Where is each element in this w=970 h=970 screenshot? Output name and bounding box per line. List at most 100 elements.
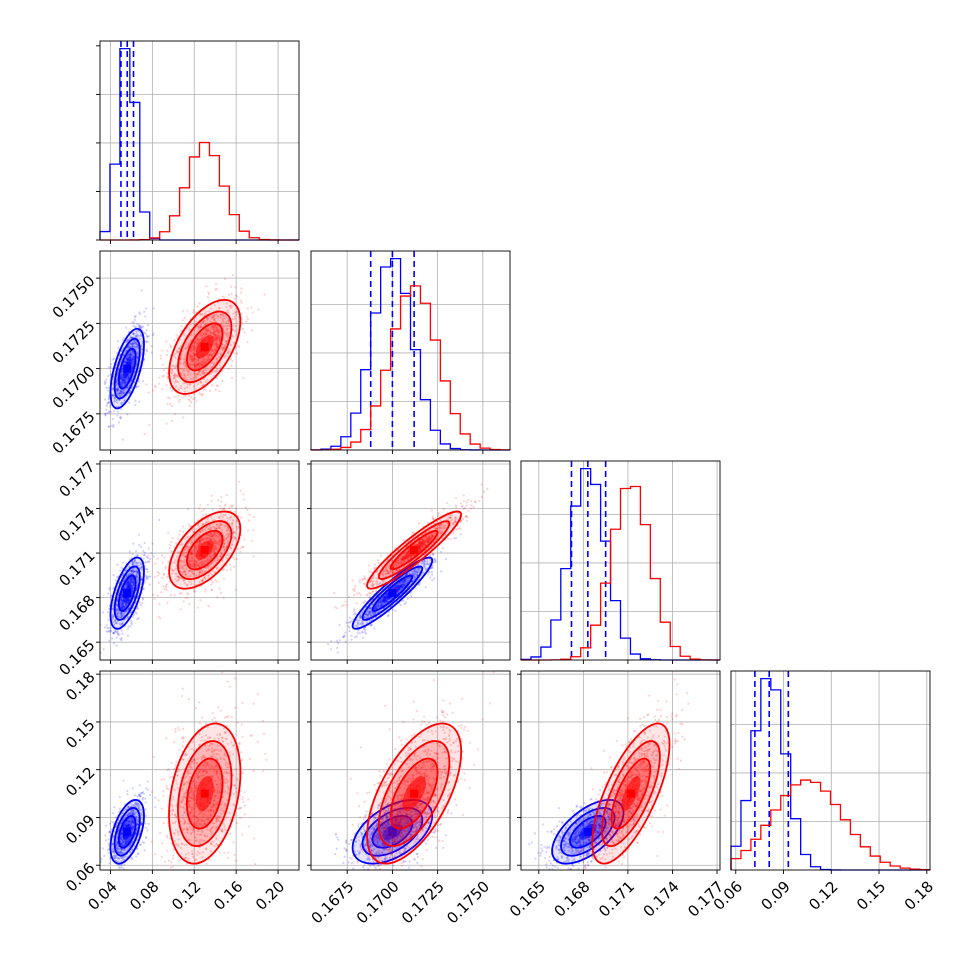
sample-point [217, 527, 220, 530]
sample-point [234, 536, 237, 539]
sample-point [219, 366, 222, 370]
sample-point [120, 605, 123, 608]
sample-point [115, 387, 118, 390]
sample-point [245, 315, 248, 318]
sample-point [179, 372, 183, 375]
sample-point [108, 588, 111, 591]
sample-point [164, 565, 167, 568]
sample-point [176, 374, 179, 377]
sample-point [182, 600, 185, 603]
sample-point [381, 579, 384, 582]
sample-point [132, 355, 135, 358]
sample-point [219, 523, 222, 527]
sample-point [196, 606, 200, 609]
sample-point [205, 310, 208, 313]
sample-point [439, 525, 443, 528]
sample-point [422, 561, 426, 564]
sample-point [207, 355, 210, 358]
sample-point [226, 325, 230, 328]
sample-point [422, 559, 426, 562]
sample-point [121, 602, 125, 605]
sample-point [126, 581, 129, 584]
sample-point [227, 553, 230, 556]
sample-point [143, 541, 146, 545]
sample-point [215, 338, 218, 341]
sample-point [161, 577, 164, 580]
sample-point [370, 624, 373, 627]
sample-point [179, 559, 182, 563]
sample-point [237, 525, 240, 528]
sample-point [140, 578, 143, 581]
sample-point [223, 548, 227, 551]
sample-point [120, 598, 123, 602]
sample-point [345, 621, 348, 624]
sample-point [369, 607, 373, 610]
sample-point [230, 522, 234, 525]
sample-point [122, 391, 125, 394]
sample-point [348, 630, 351, 633]
sample-point [189, 356, 192, 360]
sample-point [120, 593, 124, 596]
sample-point [374, 611, 377, 615]
sample-point [140, 566, 143, 569]
sample-point [193, 521, 196, 524]
sample-point [170, 368, 174, 371]
sample-point [207, 291, 210, 294]
sample-point [372, 612, 375, 616]
sample-point [406, 576, 409, 580]
sample-point [370, 623, 373, 627]
sample-point [316, 665, 318, 667]
sample-point [190, 357, 193, 360]
sample-point [127, 353, 130, 356]
sample-point [116, 387, 119, 391]
sample-point [208, 310, 211, 313]
sample-point [198, 313, 202, 316]
sample-point [183, 372, 186, 375]
sample-point [417, 567, 420, 570]
sample-point [203, 371, 206, 375]
sample-point [126, 583, 129, 586]
sample-point [188, 394, 191, 398]
sample-point [336, 651, 340, 654]
sample-point [128, 550, 131, 553]
sample-point [110, 637, 114, 640]
sample-point [369, 623, 372, 627]
sample-point [201, 360, 204, 363]
sample-point [220, 500, 223, 503]
y-tick-label: 0.168 [55, 591, 98, 634]
sample-point [197, 370, 201, 373]
sample-point [371, 611, 374, 614]
sample-point [228, 506, 231, 509]
sample-point [197, 564, 200, 568]
sample-point [433, 557, 436, 560]
sample-point [215, 548, 218, 551]
sample-point [173, 381, 176, 384]
sample-point [135, 574, 138, 577]
sample-point [213, 315, 216, 318]
sample-point [107, 618, 110, 621]
sample-point [121, 603, 124, 606]
sample-point [213, 326, 216, 329]
sample-point [166, 575, 169, 578]
sample-point [365, 613, 368, 616]
sample-point [169, 593, 172, 597]
sample-point [118, 392, 121, 395]
sample-point [218, 524, 221, 527]
sample-point [227, 309, 230, 312]
sample-point [358, 619, 361, 622]
sample-point [150, 552, 153, 555]
sample-point [130, 577, 133, 580]
sample-point [431, 534, 434, 537]
sample-point [226, 332, 229, 335]
sample-point [442, 524, 445, 527]
sample-point [432, 541, 435, 544]
sample-point [210, 354, 213, 357]
sample-point [181, 570, 184, 573]
sample-point [209, 532, 212, 535]
sample-point [189, 355, 193, 358]
sample-point [129, 625, 132, 628]
sample-point [220, 552, 223, 556]
sample-point [177, 537, 180, 541]
sample-point [202, 538, 205, 541]
sample-point [127, 580, 130, 584]
